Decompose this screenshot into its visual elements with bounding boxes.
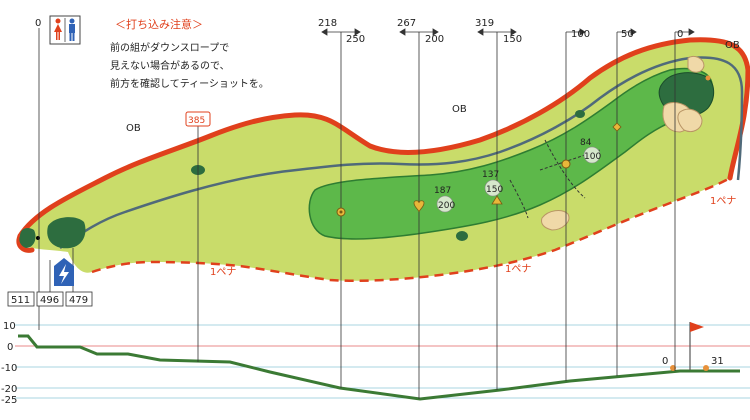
distance-arc (544, 139, 586, 199)
ob-label: OB (725, 40, 740, 51)
yardage-label: 250 (346, 34, 365, 45)
fairway-marker (561, 159, 571, 169)
lightning-shelter-icon (54, 258, 74, 286)
notice-line: 見えない場合があるので、 (110, 59, 230, 72)
elevation-tick: -25 (1, 395, 17, 406)
green-distance-bottom: 100 (584, 152, 601, 162)
elevation-end-label: 31 (711, 356, 724, 367)
yardage-label: 267 (397, 18, 416, 29)
distance-flag-box (185, 111, 211, 127)
fairway-marker-center (339, 210, 343, 214)
notice-title: ＜打ち込み注意＞ (115, 17, 203, 31)
tee-yardage: 479 (69, 295, 88, 306)
tee-marker (36, 236, 40, 240)
penalty-label: 1ペナ (505, 263, 531, 275)
elevation-line (18, 334, 740, 401)
notice-line: 前方を確認してティーショットを。 (110, 77, 269, 90)
cart-path (59, 56, 744, 250)
yardage-arrows (321, 28, 695, 36)
elevation-tick: -20 (1, 384, 17, 395)
green-distance-marker: 137 150 (482, 170, 503, 197)
green-distance-bottom: 200 (438, 201, 455, 211)
penalty-line (91, 176, 731, 283)
penalty-label: 1ペナ (210, 266, 236, 278)
elevation-tick: 0 (7, 342, 13, 353)
yardage-label: 150 (503, 34, 522, 45)
ob-line-top (17, 37, 750, 239)
bunker (541, 210, 570, 231)
fairway-marker-diamond (612, 122, 622, 132)
tee-ground (19, 228, 36, 248)
distance-flag-label: 385 (188, 116, 205, 126)
yardage-label: 319 (475, 18, 494, 29)
yardage-label: 0 (677, 29, 683, 40)
green-distance-bottom: 150 (486, 185, 503, 195)
green-distance-marker: 187 200 (434, 186, 455, 213)
pin-flag-icon (689, 322, 704, 370)
yardage-label: 100 (571, 29, 590, 40)
elevation-tick: 10 (3, 321, 16, 332)
tee-zero-label: 0 (35, 18, 41, 29)
yardage-label: 50 (621, 29, 634, 40)
tee-box-yardages: 511 496 479 (7, 291, 93, 307)
fairway-marker-triangle (491, 195, 503, 205)
elevation-start-label: 0 (662, 356, 668, 367)
bunker (687, 55, 705, 73)
green-distance-top: 84 (580, 138, 592, 148)
penalty-label: 1ペナ (710, 195, 736, 207)
elevation-profile: 10 0 -10 -20 -25 0 31 (1, 321, 750, 406)
green-distance-marker: 84 100 (580, 138, 601, 164)
restroom-icon (49, 15, 81, 45)
tee-yardage: 496 (40, 295, 59, 306)
rough-area (20, 39, 748, 281)
yardage-label: 200 (425, 34, 444, 45)
tee-yardage: 511 (11, 295, 30, 306)
yardage-label: 218 (318, 18, 337, 29)
tree (456, 231, 468, 241)
pin-position-marker (705, 75, 711, 81)
green-distance-top: 137 (482, 170, 499, 180)
ob-label: OB (452, 104, 467, 115)
elevation-end-marker (703, 365, 709, 371)
notice-line: 前の組がダウンスロープで (110, 41, 229, 54)
elevation-tick: -10 (1, 363, 17, 374)
bunker (677, 108, 703, 133)
tree (575, 110, 585, 118)
ob-label: OB (126, 123, 141, 134)
green-distance-top: 187 (434, 186, 451, 196)
fairway-marker-heart (413, 200, 425, 213)
tee-ground (47, 217, 86, 249)
elevation-start-marker (670, 365, 676, 371)
